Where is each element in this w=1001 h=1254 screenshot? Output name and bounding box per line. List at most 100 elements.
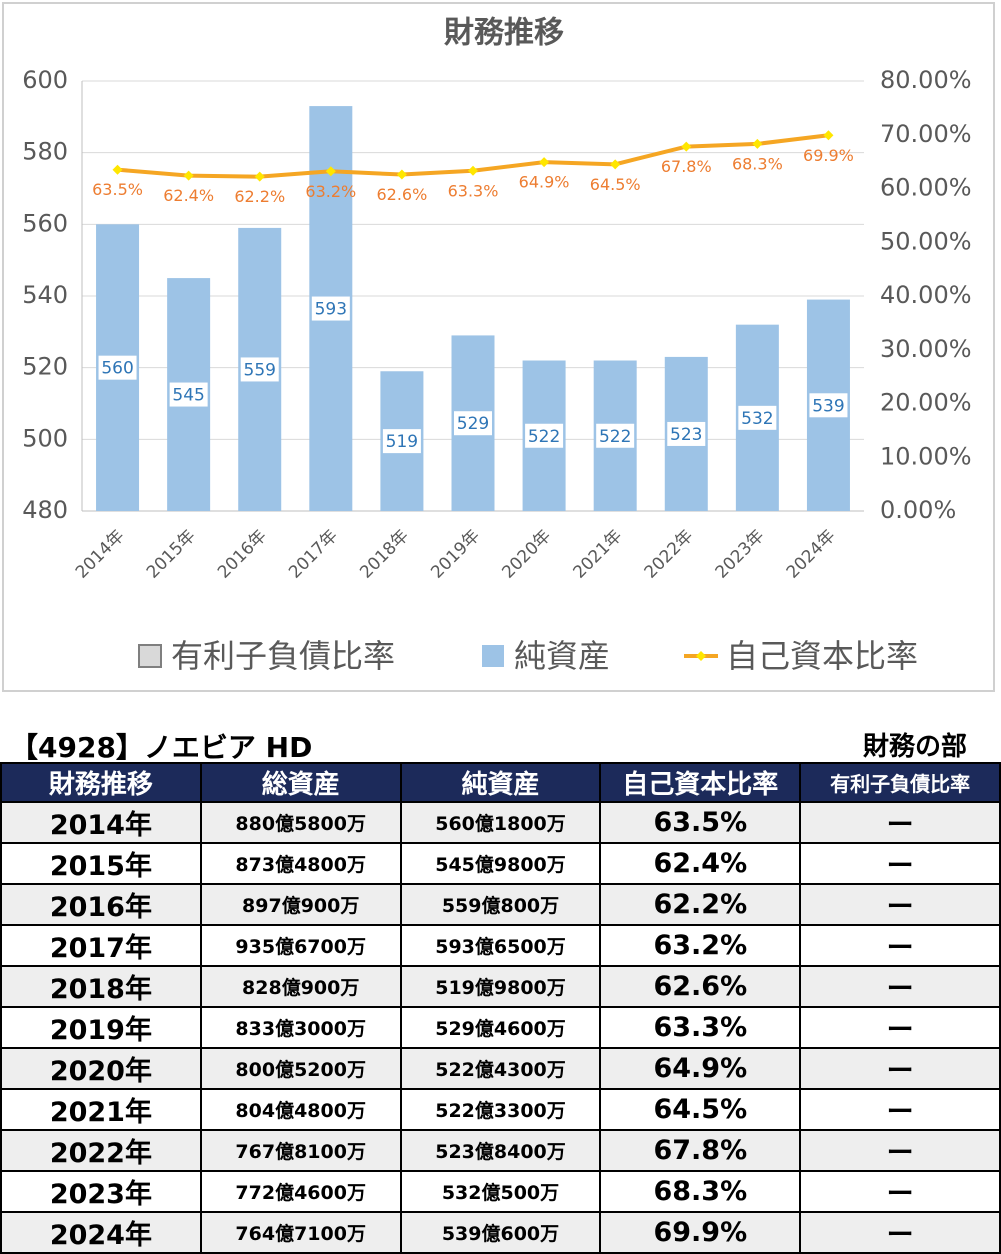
line-marker (325, 166, 336, 177)
table-cell: 2021年 (0, 1088, 202, 1131)
bar-label-bg (382, 429, 421, 454)
table-cell: ー (799, 842, 1001, 885)
table-cell: 62.4% (599, 842, 802, 885)
line-marker (752, 138, 763, 149)
table-cell: 559億800万 (399, 883, 602, 926)
x-tick-label: 2015年 (143, 526, 200, 583)
table-cell: 64.9% (599, 1047, 802, 1090)
y-tick-label: 580 (22, 138, 68, 166)
table-cell: 772億4600万 (199, 1170, 402, 1213)
table-title: 【4928】ノエビア HD (10, 731, 313, 764)
header-cell: 財務推移 (0, 762, 202, 803)
table-cell: 2014年 (0, 801, 202, 844)
legend-swatch (482, 645, 504, 667)
bar-label: 593 (315, 300, 347, 320)
table-cell: 767億8100万 (199, 1129, 402, 1172)
x-tick-label: 2023年 (712, 526, 769, 583)
table-row: 2021年 804億4800万 522億3300万 64.5% ー (0, 1088, 1001, 1131)
table-cell: 529億4600万 (399, 1006, 602, 1049)
bar-label: 529 (457, 414, 489, 434)
bar-label: 532 (741, 409, 773, 429)
line-label: 68.3% (732, 154, 783, 173)
line-marker (254, 171, 265, 182)
x-tick-label: 2016年 (214, 526, 271, 583)
x-tick-label: 2024年 (783, 526, 840, 583)
table-cell: 522億4300万 (399, 1047, 602, 1090)
table-cell: 2018年 (0, 965, 202, 1008)
table-cell: 523億8400万 (399, 1129, 602, 1172)
x-tick-label: 2018年 (356, 526, 413, 583)
bar-label-bg (525, 423, 564, 448)
table-cell: 764億7100万 (199, 1211, 402, 1254)
y2-tick-label: 60.00% (880, 174, 972, 202)
table-row: 2016年 897億900万 559億800万 62.2% ー (0, 883, 1001, 926)
table-row: 2017年 935億6700万 593億6500万 63.2% ー (0, 924, 1001, 967)
bar-label: 559 (244, 360, 276, 380)
bar-label: 523 (670, 425, 702, 445)
bar-label: 522 (528, 427, 560, 447)
table-cell: 897億900万 (199, 883, 402, 926)
y2-tick-label: 40.00% (880, 281, 972, 309)
table-cell: 828億900万 (199, 965, 402, 1008)
line-label: 64.5% (590, 175, 641, 194)
bar-label: 545 (172, 386, 204, 406)
table-cell: 67.8% (599, 1129, 802, 1172)
x-tick-label: 2019年 (427, 526, 484, 583)
bar-label-bg (240, 357, 279, 382)
table-cell: 2020年 (0, 1047, 202, 1090)
table-cell: 2016年 (0, 883, 202, 926)
table-cell: ー (799, 1170, 1001, 1213)
table-cell: 873億4800万 (199, 842, 402, 885)
chart-title: 財務推移 (444, 16, 564, 51)
table-cell: 800億5200万 (199, 1047, 402, 1090)
y-tick-label: 540 (22, 281, 68, 309)
table-cell: 63.2% (599, 924, 802, 967)
section-label: 財務の部 (862, 732, 967, 762)
line-label: 62.2% (234, 187, 285, 206)
x-tick-label: 2014年 (72, 526, 129, 583)
table-cell: ー (799, 1047, 1001, 1090)
table-cell: 833億3000万 (199, 1006, 402, 1049)
bar-label-bg (311, 296, 350, 321)
bar-label: 539 (812, 396, 844, 416)
y-tick-label: 560 (22, 209, 68, 237)
table-row: 2024年 764億7100万 539億600万 69.9% ー (0, 1211, 1001, 1254)
line-label: 67.8% (661, 157, 712, 176)
table-cell: 560億1800万 (399, 801, 602, 844)
bar-label: 519 (386, 432, 418, 452)
bar-label-bg (98, 355, 137, 380)
legend-label: 自己資本比率 (726, 637, 918, 675)
bar-label: 560 (101, 359, 133, 379)
line-marker (183, 170, 194, 181)
table-row: 2018年 828億900万 519億9800万 62.6% ー (0, 965, 1001, 1008)
y-tick-label: 600 (22, 66, 68, 94)
y2-tick-label: 80.00% (880, 66, 972, 94)
table-cell: 2022年 (0, 1129, 202, 1172)
line-label: 63.5% (92, 180, 143, 199)
header-cell: 自己資本比率 (599, 762, 802, 803)
legend-swatch (138, 644, 162, 668)
table-row: 2015年 873億4800万 545億9800万 62.4% ー (0, 842, 1001, 885)
table-cell: 804億4800万 (199, 1088, 402, 1131)
table-cell: 935億6700万 (199, 924, 402, 967)
line-marker (681, 141, 692, 152)
table-cell: 63.5% (599, 801, 802, 844)
bar-label-bg (738, 405, 777, 430)
x-tick-label: 2021年 (569, 526, 626, 583)
header-cell: 純資産 (399, 762, 602, 803)
bar-label-bg (809, 393, 848, 418)
table-cell: ー (799, 1088, 1001, 1131)
y2-tick-label: 0.00% (880, 496, 956, 524)
table-row: 2019年 833億3000万 529億4600万 63.3% ー (0, 1006, 1001, 1049)
line-marker (610, 159, 621, 170)
y2-tick-label: 30.00% (880, 335, 972, 363)
line-label: 63.3% (448, 181, 499, 200)
table-cell: ー (799, 883, 1001, 926)
table-cell: ー (799, 924, 1001, 967)
table-row: 2020年 800億5200万 522億4300万 64.9% ー (0, 1047, 1001, 1090)
table-cell: 63.3% (599, 1006, 802, 1049)
table-row: 2014年 880億5800万 560億1800万 63.5% ー (0, 801, 1001, 844)
line-marker (112, 164, 123, 175)
y2-tick-label: 20.00% (880, 389, 972, 417)
table-row: 2022年 767億8100万 523億8400万 67.8% ー (0, 1129, 1001, 1172)
